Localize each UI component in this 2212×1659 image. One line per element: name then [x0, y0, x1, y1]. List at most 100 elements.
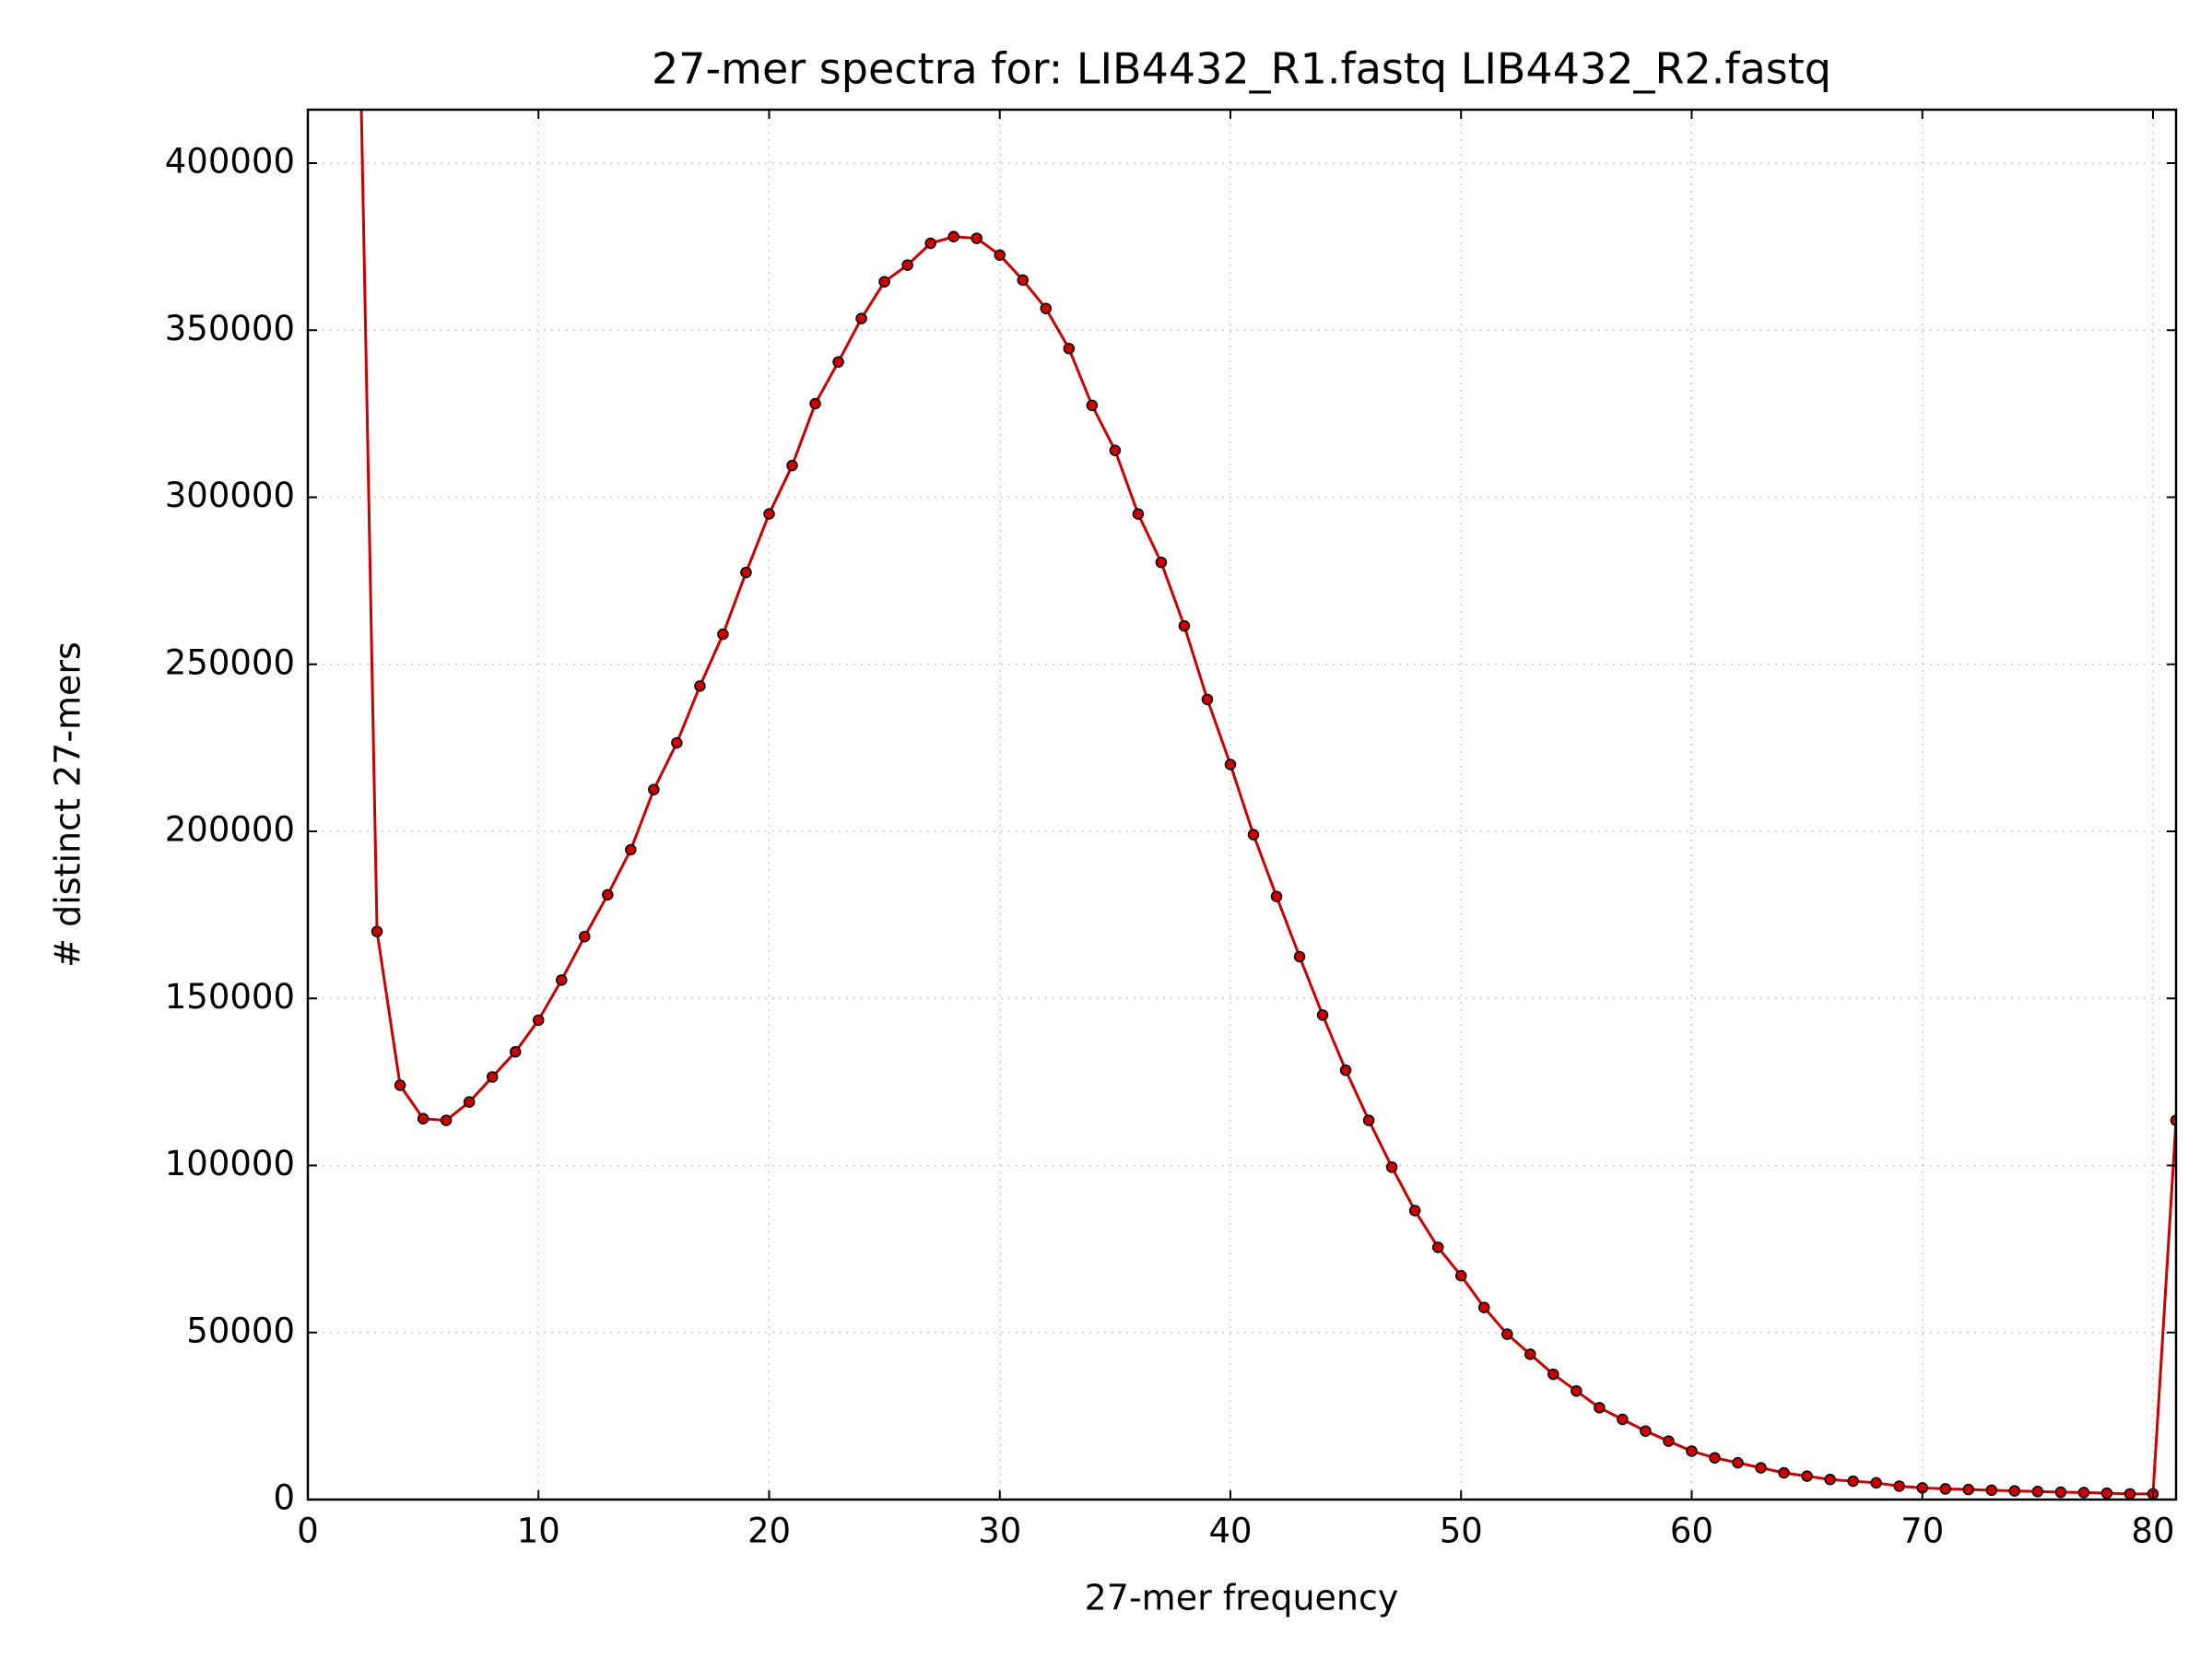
data-point	[509, 1046, 522, 1058]
x-tick-label: 30	[978, 1512, 1021, 1551]
data-point	[786, 459, 798, 472]
data-point	[1801, 1470, 1813, 1482]
data-point	[1594, 1402, 1606, 1414]
data-point	[1178, 619, 1191, 632]
data-point	[694, 680, 706, 692]
data-point	[1847, 1475, 1859, 1488]
x-tick-label: 70	[1900, 1512, 1944, 1551]
data-point	[556, 974, 568, 986]
x-tick-label: 20	[747, 1512, 791, 1551]
data-point	[463, 1096, 476, 1108]
data-point	[1571, 1384, 1583, 1397]
data-point	[1640, 1425, 1652, 1437]
data-point	[1155, 556, 1168, 569]
data-point	[2031, 1486, 2044, 1498]
data-point	[2077, 1487, 2090, 1499]
ticks: 0 10 20 30 40 50 60 70 80 0 50000 100000 150000 20000…	[165, 110, 2176, 1551]
data-point	[648, 783, 660, 795]
data-point	[1824, 1474, 1836, 1486]
data-point	[1985, 1484, 1998, 1497]
data-point	[1709, 1452, 1721, 1464]
data-point	[947, 230, 959, 242]
data-point	[440, 1114, 453, 1126]
x-tick-label: 80	[2131, 1512, 2174, 1551]
data-point	[394, 1079, 406, 1091]
y-tick-label: 50000	[186, 1311, 295, 1350]
data-point	[901, 259, 913, 271]
data-point	[1109, 444, 1122, 456]
y-tick-label: 0	[273, 1478, 295, 1518]
data-point	[1893, 1480, 1905, 1492]
y-tick-label: 300000	[165, 476, 295, 515]
data-point	[971, 232, 982, 244]
data-point	[832, 356, 844, 368]
data-point	[2100, 1487, 2113, 1500]
data-point	[579, 930, 591, 943]
x-axis-label: 27-mer frequency	[1085, 1578, 1399, 1618]
x-tick-label: 0	[297, 1512, 319, 1551]
data-point	[1362, 1114, 1375, 1126]
data-point	[717, 628, 729, 641]
data-point	[1939, 1483, 1952, 1495]
x-tick-label: 10	[517, 1512, 560, 1551]
data-point	[924, 237, 936, 250]
y-tick-label: 200000	[165, 810, 295, 850]
data-point	[532, 1014, 545, 1027]
y-tick-label: 150000	[165, 977, 295, 1017]
data-point	[1316, 1009, 1329, 1021]
data-point	[1778, 1466, 1790, 1479]
data-point	[1293, 950, 1306, 963]
y-tick-label: 350000	[165, 309, 295, 348]
data-point	[602, 888, 614, 901]
data-point	[763, 508, 775, 520]
x-tick-label: 40	[1208, 1512, 1252, 1551]
data-point	[809, 397, 821, 410]
data-point	[2054, 1486, 2067, 1499]
data-point	[740, 566, 752, 579]
data-point	[1870, 1477, 1882, 1489]
data-point	[1086, 399, 1099, 412]
x-tick-label: 60	[1670, 1512, 1713, 1551]
data-point	[1040, 302, 1053, 314]
data-point	[1063, 342, 1076, 355]
data-point	[1385, 1161, 1398, 1173]
y-axis-label: # distinct 27-mers	[48, 641, 88, 968]
data-point	[1201, 693, 1214, 706]
data-point	[1524, 1348, 1536, 1360]
data-point	[625, 843, 637, 856]
data-point	[855, 312, 867, 324]
y-tick-label: 250000	[165, 642, 295, 682]
data-point	[1478, 1301, 1490, 1313]
data-point	[1686, 1445, 1698, 1457]
data-point	[671, 736, 683, 749]
data-point	[1270, 890, 1283, 902]
data-point	[2170, 1114, 2176, 1126]
data-point	[1454, 1269, 1467, 1282]
data-point	[1247, 829, 1260, 841]
data-point	[1339, 1064, 1352, 1077]
data-point	[1408, 1205, 1421, 1217]
data-point	[486, 1071, 499, 1083]
data-point	[994, 249, 1006, 261]
data-point	[1755, 1462, 1767, 1474]
plot-frame	[306, 108, 2178, 1501]
data-point	[417, 1112, 429, 1124]
data-point	[1017, 274, 1030, 287]
data-point	[371, 925, 383, 937]
y-tick-label: 400000	[165, 142, 295, 182]
data-point	[1732, 1456, 1744, 1469]
data-point	[1617, 1413, 1629, 1426]
x-tick-label: 50	[1440, 1512, 1483, 1551]
data-point	[1132, 508, 1145, 520]
data-point	[1663, 1435, 1675, 1447]
data-point	[1224, 759, 1237, 771]
data-point	[878, 276, 890, 288]
y-tick-label: 100000	[165, 1144, 295, 1183]
chart-title: 27-mer spectra for: LIB4432_R1.fastq LIB…	[652, 44, 1831, 94]
data-point	[2008, 1485, 2021, 1497]
data-point	[1547, 1368, 1559, 1381]
data-point	[2124, 1488, 2136, 1500]
data-point	[1431, 1241, 1444, 1253]
